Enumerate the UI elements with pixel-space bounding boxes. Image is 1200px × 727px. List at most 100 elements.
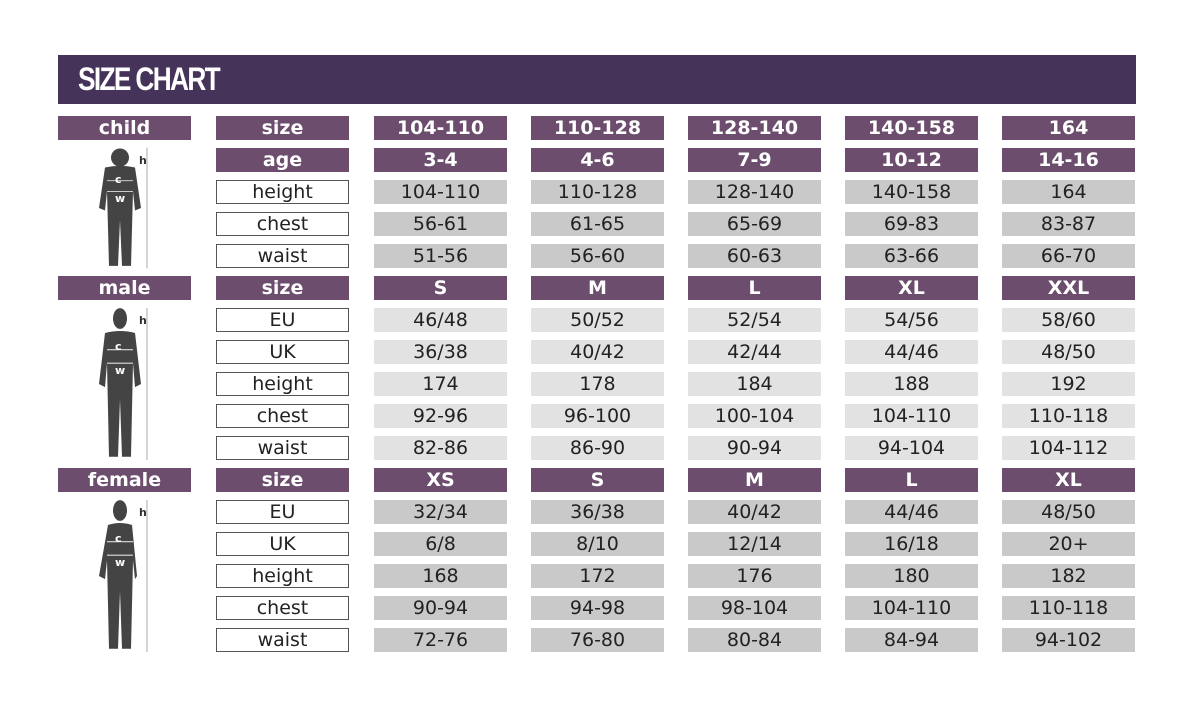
table-cell: 61-65: [531, 212, 664, 236]
row-label-size: size: [216, 468, 349, 492]
size-header-cell: 104-110: [374, 116, 507, 140]
measure-label-h: h: [139, 154, 147, 167]
size-header-cell: 164: [1002, 116, 1135, 140]
size-header-cell: 4-6: [531, 148, 664, 172]
table-cell: 82-86: [374, 436, 507, 460]
row-label-UK: UK: [216, 532, 349, 556]
table-cell: 52/54: [688, 308, 821, 332]
table-cell: 110-128: [531, 180, 664, 204]
size-header-cell: M: [531, 276, 664, 300]
table-cell: 6/8: [374, 532, 507, 556]
row-label-chest: chest: [216, 212, 349, 236]
size-header-cell: XL: [845, 276, 978, 300]
table-cell: 184: [688, 372, 821, 396]
table-cell: 104-110: [845, 596, 978, 620]
table-cell: 83-87: [1002, 212, 1135, 236]
measure-label-c: c: [115, 340, 122, 354]
row-label-size: size: [216, 116, 349, 140]
page-title: SIZE CHART: [78, 61, 221, 97]
table-cell: 65-69: [688, 212, 821, 236]
table-cell: 104-110: [845, 404, 978, 428]
table-cell: 172: [531, 564, 664, 588]
table-cell: 140-158: [845, 180, 978, 204]
table-cell: 48/50: [1002, 340, 1135, 364]
size-header-cell: 110-128: [531, 116, 664, 140]
table-cell: 42/44: [688, 340, 821, 364]
table-cell: 92-96: [374, 404, 507, 428]
table-cell: 44/46: [845, 500, 978, 524]
table-cell: 48/50: [1002, 500, 1135, 524]
size-header-cell: 14-16: [1002, 148, 1135, 172]
table-cell: 12/14: [688, 532, 821, 556]
size-header-cell: XS: [374, 468, 507, 492]
table-cell: 56-60: [531, 244, 664, 268]
table-cell: 110-118: [1002, 404, 1135, 428]
size-header-cell: 3-4: [374, 148, 507, 172]
size-header-cell: 10-12: [845, 148, 978, 172]
table-cell: 66-70: [1002, 244, 1135, 268]
size-header-cell: S: [374, 276, 507, 300]
table-cell: 90-94: [374, 596, 507, 620]
table-cell: 80-84: [688, 628, 821, 652]
table-cell: 164: [1002, 180, 1135, 204]
table-cell: 56-61: [374, 212, 507, 236]
table-cell: 20+: [1002, 532, 1135, 556]
table-cell: 90-94: [688, 436, 821, 460]
table-cell: 128-140: [688, 180, 821, 204]
table-cell: 94-98: [531, 596, 664, 620]
table-cell: 44/46: [845, 340, 978, 364]
row-label-height: height: [216, 564, 349, 588]
table-cell: 168: [374, 564, 507, 588]
table-cell: 63-66: [845, 244, 978, 268]
table-cell: 36/38: [531, 500, 664, 524]
table-cell: 176: [688, 564, 821, 588]
size-header-cell: XXL: [1002, 276, 1135, 300]
table-cell: 51-56: [374, 244, 507, 268]
table-cell: 58/60: [1002, 308, 1135, 332]
table-cell: 174: [374, 372, 507, 396]
table-cell: 182: [1002, 564, 1135, 588]
row-label-chest: chest: [216, 596, 349, 620]
row-label-chest: chest: [216, 404, 349, 428]
row-label-height: height: [216, 180, 349, 204]
table-cell: 104-112: [1002, 436, 1135, 460]
table-cell: 178: [531, 372, 664, 396]
table-cell: 192: [1002, 372, 1135, 396]
table-cell: 72-76: [374, 628, 507, 652]
table-cell: 36/38: [374, 340, 507, 364]
size-header-cell: S: [531, 468, 664, 492]
table-cell: 86-90: [531, 436, 664, 460]
table-cell: 110-118: [1002, 596, 1135, 620]
table-cell: 188: [845, 372, 978, 396]
size-header-cell: M: [688, 468, 821, 492]
table-cell: 98-104: [688, 596, 821, 620]
table-cell: 104-110: [374, 180, 507, 204]
section-label-child: child: [58, 116, 191, 140]
table-cell: 54/56: [845, 308, 978, 332]
row-label-size: size: [216, 276, 349, 300]
measure-label-h: h: [139, 506, 147, 519]
section-label-male: male: [58, 276, 191, 300]
table-cell: 16/18: [845, 532, 978, 556]
table-cell: 50/52: [531, 308, 664, 332]
table-cell: 96-100: [531, 404, 664, 428]
row-label-waist: waist: [216, 244, 349, 268]
table-cell: 76-80: [531, 628, 664, 652]
table-cell: 32/34: [374, 500, 507, 524]
measure-label-w: w: [115, 556, 126, 570]
table-cell: 8/10: [531, 532, 664, 556]
row-label-waist: waist: [216, 628, 349, 652]
table-cell: 94-102: [1002, 628, 1135, 652]
table-cell: 84-94: [845, 628, 978, 652]
measure-label-w: w: [115, 364, 126, 378]
table-cell: 69-83: [845, 212, 978, 236]
row-label-EU: EU: [216, 500, 349, 524]
measure-label-c: c: [115, 532, 122, 546]
row-label-UK: UK: [216, 340, 349, 364]
size-header-cell: 7-9: [688, 148, 821, 172]
section-label-female: female: [58, 468, 191, 492]
measure-label-h: h: [139, 314, 147, 327]
